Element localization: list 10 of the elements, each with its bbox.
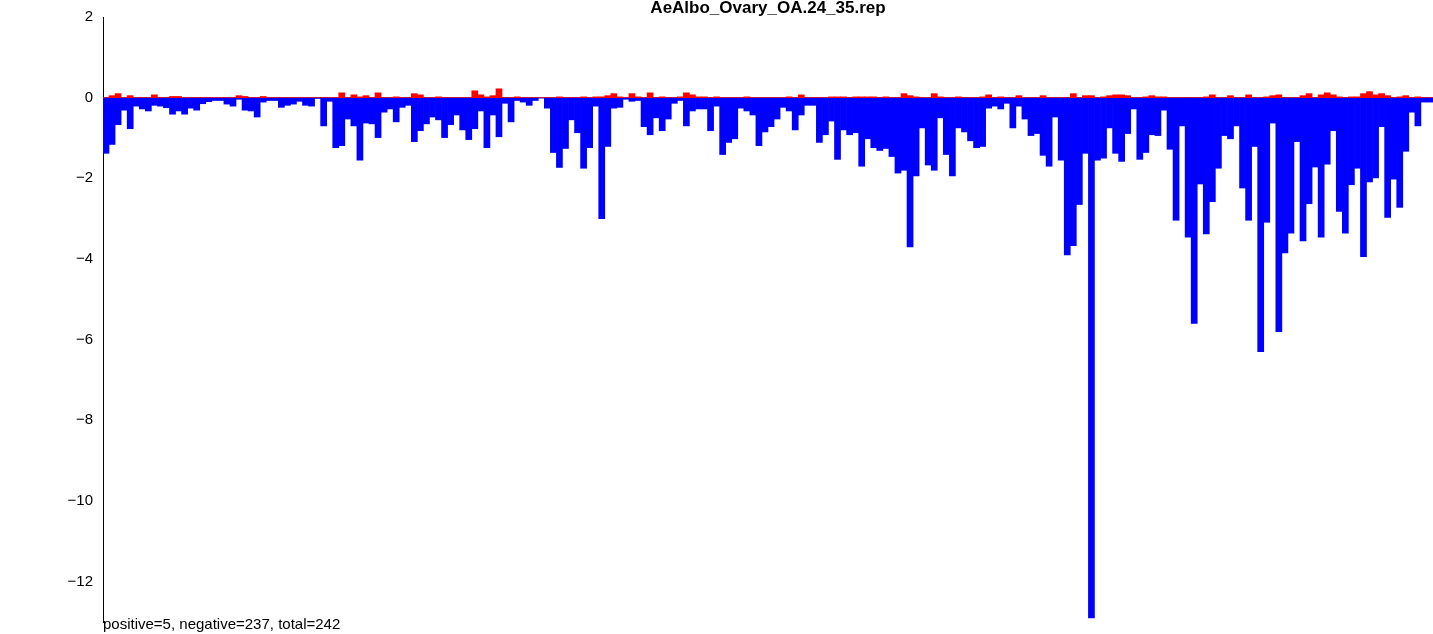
y-tick-label: −12 xyxy=(67,571,93,589)
y-tick-label: 2 xyxy=(84,7,93,25)
y-tick-label: −6 xyxy=(75,329,93,347)
y-tick-label: −2 xyxy=(75,168,93,186)
annotation: positive=5, negative=237, total=242 xyxy=(103,614,341,632)
y-tick-label: −4 xyxy=(75,249,93,267)
y-tick-label: −8 xyxy=(75,410,93,428)
chart-title: AeAlbo_Ovary_OA.24_35.rep xyxy=(650,0,886,18)
y-tick-label: 0 xyxy=(84,87,93,105)
y-tick-label: −10 xyxy=(67,491,93,509)
